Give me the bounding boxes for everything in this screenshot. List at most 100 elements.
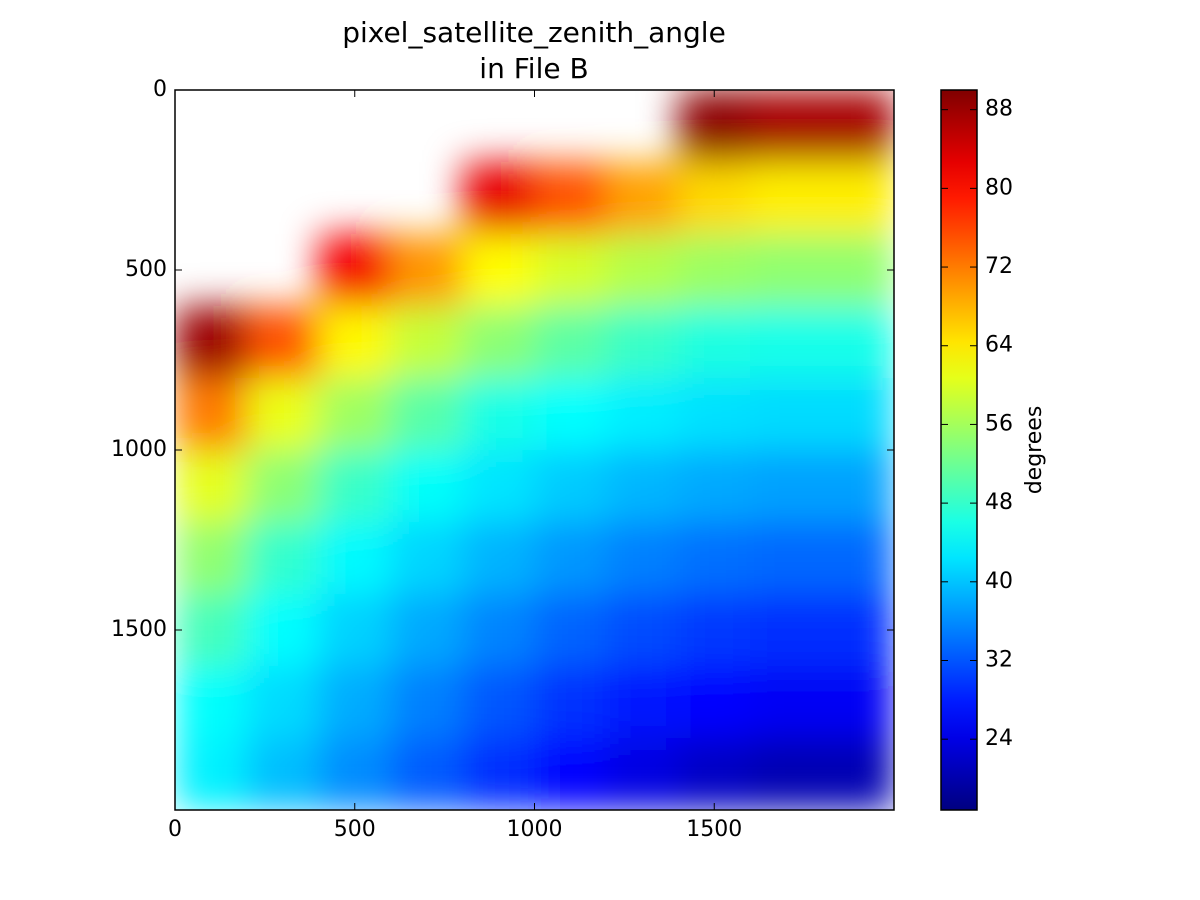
heatmap-cell [318,306,392,379]
heatmap-cell [175,738,248,810]
heatmap-cell [606,162,679,235]
heatmap-cell [534,738,607,810]
heatmap-cell [318,738,392,810]
heatmap-cell [246,306,320,379]
heatmap-cell [606,594,679,667]
heatmap-cell [462,666,535,739]
heatmap-cell [246,738,320,810]
colorbar-label: degrees [1022,406,1047,495]
heatmap-cell [678,378,751,451]
y-tick-label: 500 [125,257,167,282]
heatmap-cell [318,594,392,667]
heatmap-cell [534,234,607,307]
heatmap-cell [534,450,607,523]
heatmap-cell [750,234,823,307]
heatmap-cell [606,738,679,810]
heatmap-cell [750,306,823,379]
y-tick-label: 1000 [111,437,167,462]
heatmap-cell [390,306,464,379]
colorbar-tick-label: 32 [985,647,1013,672]
heatmap-cell [390,234,464,307]
heatmap-cell [750,666,823,739]
heatmap-cell [175,666,248,739]
colorbar-tick-label: 48 [985,490,1013,515]
heatmap-cell [462,306,535,379]
heatmap-cell [822,450,894,523]
chart-title: pixel_satellite_zenith_angle [342,16,726,49]
heatmap-cell [390,594,464,667]
heatmap-cell [678,90,751,163]
heatmap-cell [246,594,320,667]
heatmap-cell [246,378,320,451]
heatmap-cell [462,378,535,451]
x-tick-label: 1000 [507,817,563,842]
heatmap-cell [246,666,320,739]
colorbar-tick-label: 72 [985,254,1013,279]
colorbar-tick-label: 64 [985,333,1013,358]
heatmap-cell [678,666,751,739]
colorbar-frame [940,89,978,811]
heatmap-cell [534,162,607,235]
colorbar [941,90,977,810]
heatmap-cell [822,738,894,810]
heatmap-cell [175,522,248,595]
heatmap-cell [822,162,894,235]
heatmap-cell [606,666,679,739]
heatmap-cell [175,450,248,523]
heatmap-cell [390,378,464,451]
heatmap-cells [175,90,894,810]
heatmap-cell [678,738,751,810]
heatmap-cell [750,90,823,163]
heatmap-cell [534,522,607,595]
heatmap-cell [606,306,679,379]
colorbar-tick-label: 56 [985,411,1013,436]
heatmap-cell [678,594,751,667]
heatmap-cell [678,522,751,595]
colorbar-tick-label: 24 [985,726,1013,751]
heatmap-cell [534,666,607,739]
heatmap-cell [822,666,894,739]
heatmap-cell [606,450,679,523]
heatmap-cell [750,594,823,667]
heatmap-cell [462,162,535,235]
heatmap-cell [318,522,392,595]
x-tick-label: 1500 [686,817,742,842]
heatmap-cell [750,522,823,595]
heatmap-cell [462,234,535,307]
heatmap-cell [318,378,392,451]
heatmap-cell [678,162,751,235]
heatmap-cell [822,522,894,595]
heatmap-cell [175,378,248,451]
heatmap-cell [390,450,464,523]
heatmap-cell [822,234,894,307]
colorbar-tick-label: 80 [985,175,1013,200]
heatmap-cell [175,306,248,379]
heatmap-cell [606,234,679,307]
heatmap-cell [534,306,607,379]
heatmap-cell [246,450,320,523]
heatmap-cell [750,162,823,235]
x-tick-label: 0 [168,817,182,842]
heatmap-cell [534,594,607,667]
heatmap-cell [750,378,823,451]
heatmap-cell [534,378,607,451]
colorbar-tick-label: 40 [985,569,1013,594]
heatmap-cell [318,666,392,739]
heatmap-cell [678,450,751,523]
heatmap-cell [390,522,464,595]
heatmap-cell [390,666,464,739]
heatmap-cell [318,450,392,523]
y-tick-label: 1500 [111,617,167,642]
heatmap-cell [246,522,320,595]
heatmap-cell [390,738,464,810]
heatmap-cell [462,450,535,523]
heatmap-cell [606,378,679,451]
y-tick-label: 0 [153,77,167,102]
heatmap-cell [678,306,751,379]
x-tick-label: 500 [334,817,376,842]
heatmap-cell [822,90,894,163]
heatmap-cell [822,306,894,379]
heatmap-cell [462,738,535,810]
heatmap-cell [462,594,535,667]
